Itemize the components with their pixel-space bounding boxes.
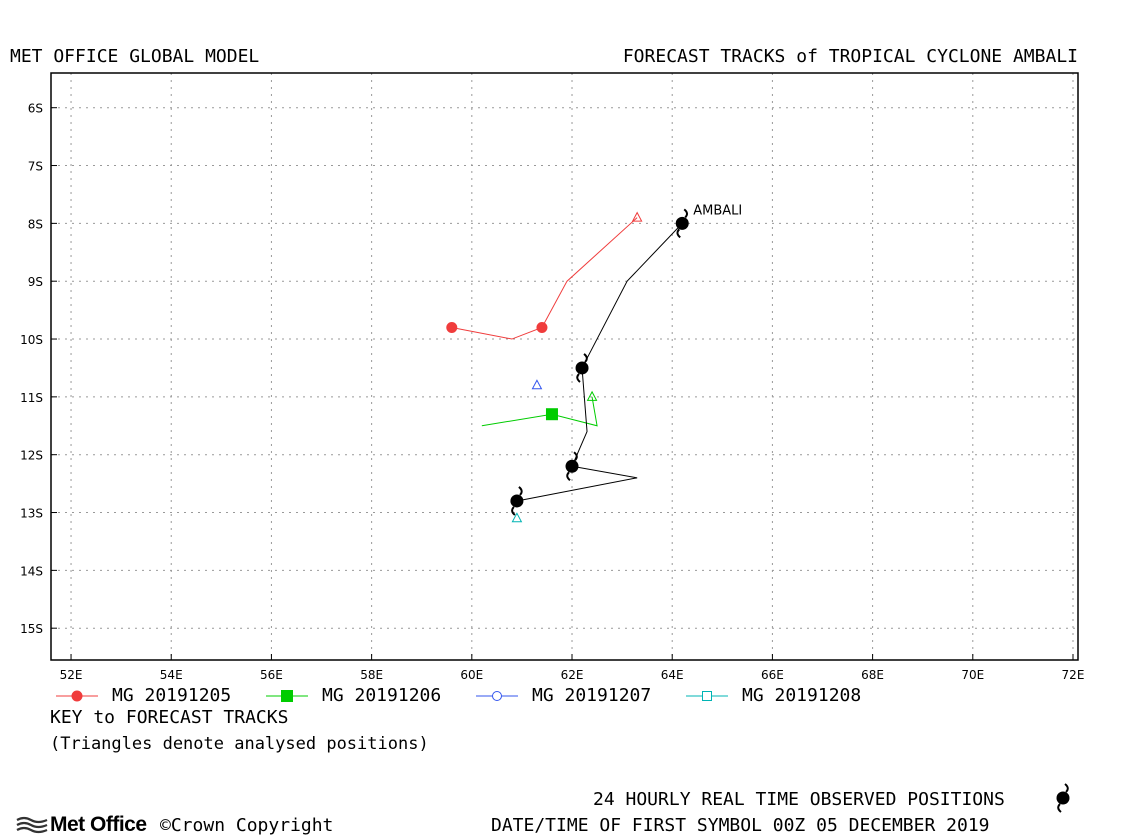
x-tick-label: 70E: [961, 668, 984, 682]
met-office-brand: Met Office: [50, 813, 147, 836]
forecast-track: [446, 211, 643, 340]
cyclone-symbol-icon: [1056, 783, 1070, 813]
observed-track: [510, 208, 689, 516]
chart-title-right: FORECAST TRACKS of TROPICAL CYCLONE AMBA…: [622, 46, 1078, 67]
observed-track-line: [516, 223, 683, 502]
y-tick-label: 14S: [20, 564, 43, 578]
copyright-text: Crown Copyright: [170, 815, 334, 836]
y-tick-label: 8S: [28, 217, 43, 231]
x-tick-label: 54E: [160, 668, 183, 682]
x-tick-label: 66E: [761, 668, 784, 682]
forecast-track-line: [451, 217, 638, 340]
legend-swatch: [266, 690, 308, 702]
x-tick-label: 60E: [460, 668, 483, 682]
analysed-position-triangle: [586, 390, 598, 401]
y-tick-label: 6S: [28, 102, 43, 116]
axis-ticks: 52E 54E 56E 58E 60E 62E 64E 66E 68E 70E 72E 6S 7S 8S 9…: [20, 102, 1084, 682]
forecast-track-line: [481, 396, 598, 427]
observed-position-cyclone-icon: [575, 353, 589, 383]
y-tick-label: 9S: [28, 275, 43, 289]
legend-swatch: [476, 691, 518, 701]
chart-title-left: MET OFFICE GLOBAL MODEL: [10, 46, 260, 67]
legend-marker: [702, 691, 712, 701]
legend-swatch: [686, 691, 728, 701]
key-title: KEY to FORECAST TRACKS: [50, 707, 289, 728]
x-tick-label: 64E: [661, 668, 684, 682]
legend-label: MG 20191205: [112, 685, 232, 706]
legend-label: MG 20191207: [532, 685, 652, 706]
forecast-point: [446, 321, 458, 333]
y-tick-label: 15S: [20, 622, 43, 636]
forecast-point: [545, 408, 558, 421]
x-tick-label: 68E: [861, 668, 884, 682]
legend-marker: [281, 690, 293, 702]
observed-position-cyclone-icon: [675, 208, 689, 239]
x-tick-label: 56E: [260, 668, 283, 682]
legend-swatch: [56, 690, 98, 702]
x-tick-label: 62E: [561, 668, 584, 682]
y-tick-label: 11S: [20, 391, 43, 405]
forecast-track: [531, 379, 543, 390]
analysed-position-triangle: [631, 211, 643, 222]
observed-position-cyclone-icon: [510, 486, 524, 516]
forecast-track: [481, 390, 598, 427]
forecast-track: [511, 512, 523, 523]
copyright-notice: ©Crown Copyright: [160, 816, 333, 836]
y-tick-label: 10S: [20, 333, 43, 347]
observed-position-cyclone-icon: [565, 451, 579, 482]
legend-marker: [71, 690, 83, 702]
forecast-tracks: [446, 211, 643, 523]
legend-label: MG 20191208: [742, 685, 862, 706]
analysed-position-triangle: [531, 379, 543, 390]
y-tick-label: 7S: [28, 160, 43, 174]
legend-label: MG 20191206: [322, 685, 442, 706]
analysed-position-triangle: [511, 512, 523, 523]
copyright-icon: ©: [160, 815, 171, 836]
x-tick-label: 58E: [360, 668, 383, 682]
y-tick-label: 12S: [20, 449, 43, 463]
key-note: (Triangles denote analysed positions): [50, 734, 429, 754]
y-tick-label: 13S: [20, 507, 43, 521]
plot-frame: [50, 72, 1079, 661]
met-office-waves-icon: [16, 816, 48, 834]
observed-position-symbol-legend: [1056, 783, 1070, 813]
x-tick-label: 72E: [1062, 668, 1085, 682]
x-tick-label: 52E: [60, 668, 83, 682]
grid-lines: [51, 73, 1078, 660]
forecast-point: [536, 321, 548, 333]
first-symbol-datetime: DATE/TIME OF FIRST SYMBOL 00Z 05 DECEMBE…: [491, 815, 990, 836]
legend-marker: [492, 691, 502, 701]
observed-positions-label: 24 HOURLY REAL TIME OBSERVED POSITIONS: [593, 789, 1005, 810]
storm-name-label: AMBALI: [693, 203, 742, 218]
